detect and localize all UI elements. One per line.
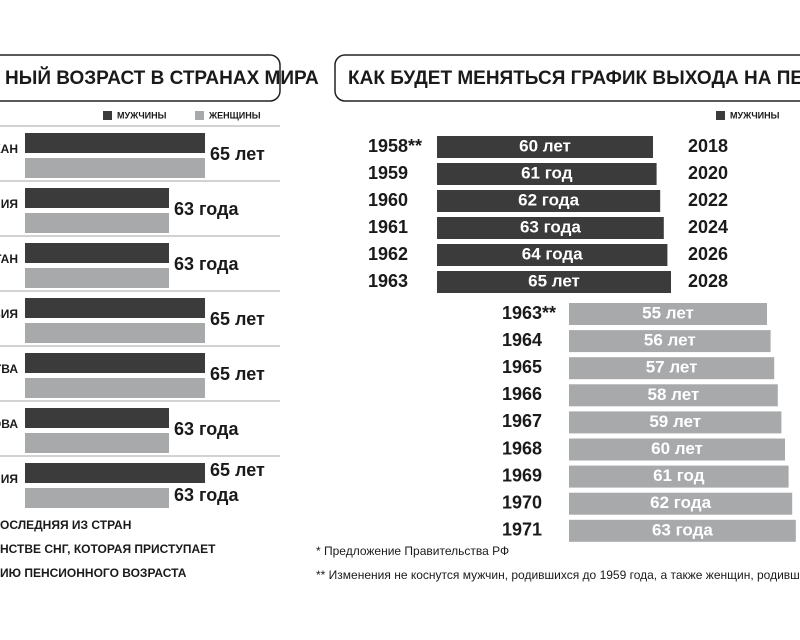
category-label: ТАН [0,252,18,266]
category-label: 1970 [502,492,542,512]
category-label: 1971 [502,520,542,540]
bar [25,213,169,233]
bar [437,217,664,239]
value-label: 65 лет [210,460,265,480]
category-label: 1963** [502,303,556,323]
category-label: 1967 [502,411,542,431]
end-label: 2018 [688,136,728,156]
value-label: 60 лет [519,136,571,155]
bar [569,492,793,515]
bar [25,408,169,428]
value-label: 63 года [174,199,239,219]
bar [25,353,205,373]
legend-swatch [716,111,725,120]
bar [569,465,789,488]
category-label: КАН [0,142,18,156]
bar [569,519,796,542]
value-label: 60 лет [651,439,703,458]
category-label: 1958** [368,136,422,156]
value-label: 65 лет [210,144,265,164]
bar [25,133,205,153]
value-label: 65 лет [528,271,580,290]
chart-title: КАК БУДЕТ МЕНЯТЬСЯ ГРАФИК ВЫХОДА НА ПЕНС… [348,68,800,89]
bar [25,463,205,483]
title-box [334,54,800,102]
value-label: 62 года [650,493,711,512]
value-label: 56 лет [644,331,696,350]
category-label: ТВА [0,362,18,376]
title-box [0,54,281,102]
bar [437,271,671,293]
end-label: 2028 [688,271,728,291]
bar [569,411,782,434]
bar [569,330,771,353]
legend-swatch [103,111,112,120]
value-label: 62 года [518,190,579,209]
value-label: 64 года [522,244,583,263]
value-label: 63 года [652,520,713,539]
bar [25,433,169,453]
bar [569,384,778,407]
category-label: 1965 [502,357,542,377]
category-label: 1960 [368,190,408,210]
category-label: ОВА [0,417,18,431]
category-label: 1964 [502,330,542,350]
bar [437,244,668,266]
value-label: 63 года [174,419,239,439]
bar [25,378,205,398]
value-label: 55 лет [642,303,694,322]
end-label: 2024 [688,217,728,237]
category-label: ВИЯ [0,307,18,321]
footnote: ** Изменения не коснутся мужчин, родивши… [316,568,800,582]
bar [437,190,661,212]
value-label: 58 лет [648,385,700,404]
value-label: 63 года [174,485,239,505]
end-label: 2022 [688,190,728,210]
category-label: 1959 [368,163,408,183]
category-label: НИЯ [0,197,18,211]
value-label: 59 лет [649,412,701,431]
bar [25,268,169,288]
note: ИЮ ПЕНСИОННОГО ВОЗРАСТА [0,566,187,580]
category-label: 1963 [368,271,408,291]
bar [25,298,205,318]
note: ОСЛЕДНЯЯ ИЗ СТРАН [0,518,131,532]
bar [569,357,775,380]
value-label: 63 года [520,217,581,236]
bar [25,158,205,178]
category-label: 1961 [368,217,408,237]
bar [569,438,785,461]
bar [25,323,205,343]
bar [25,243,169,263]
legend-swatch [195,111,204,120]
value-label: 61 год [521,163,573,182]
value-label: 65 лет [210,309,265,329]
category-label: 1962 [368,244,408,264]
category-label: 1968 [502,438,542,458]
chart-title: НЫЙ ВОЗРАСТ В СТРАНАХ МИРА [5,67,319,89]
legend-label: МУЖЧИНЫ [730,110,780,120]
bar [25,488,169,508]
category-label: 1966 [502,384,542,404]
value-label: 57 лет [646,358,698,377]
value-label: 65 лет [210,364,265,384]
bar [569,303,767,325]
note: НСТВЕ СНГ, КОТОРАЯ ПРИСТУПАЕТ [0,542,216,556]
bar [25,188,169,208]
category-label: 1969 [502,465,542,485]
value-label: 61 год [653,466,705,485]
bar [437,136,653,158]
end-label: 2020 [688,163,728,183]
bar [437,163,657,185]
value-label: 63 года [174,254,239,274]
legend-label: МУЖЧИНЫ [117,110,167,120]
end-label: 2026 [688,244,728,264]
category-label: НИЯ [0,472,18,486]
legend-label: ЖЕНЩИНЫ [208,110,261,120]
footnote: * Предложение Правительства РФ [316,544,509,558]
